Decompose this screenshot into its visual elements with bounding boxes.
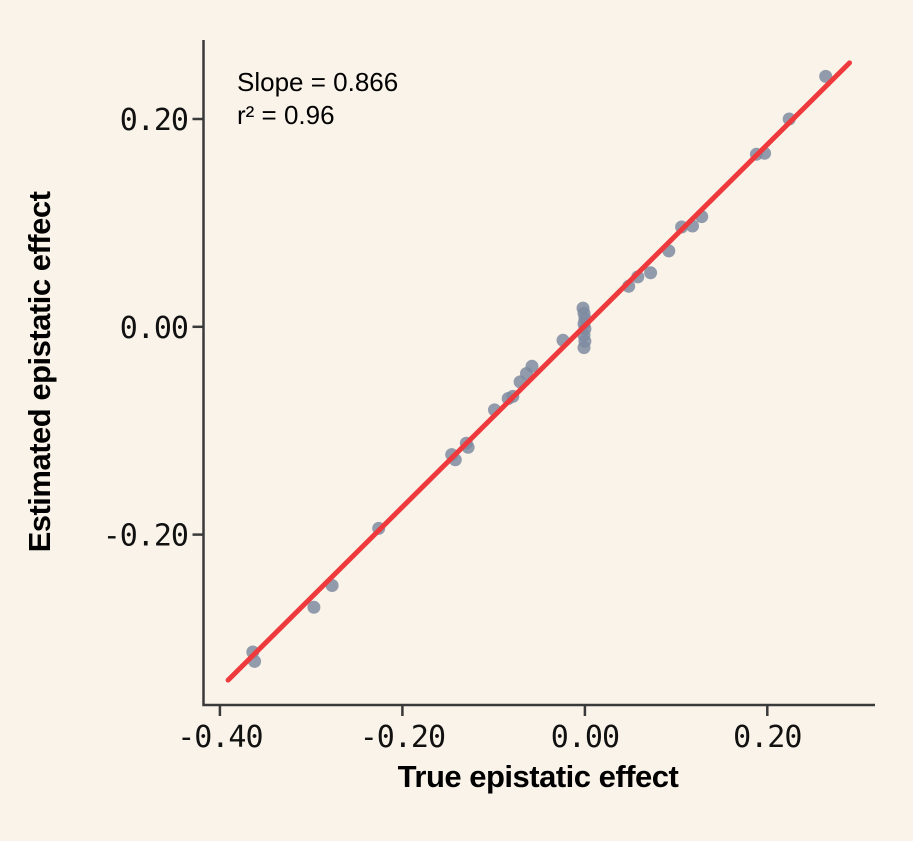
y-axis-tick-label: -0.20 <box>103 519 188 554</box>
x-axis-tick-label: -0.40 <box>177 720 262 755</box>
r-squared-annotation: r² = 0.96 <box>237 100 335 130</box>
axis-spine <box>202 40 875 707</box>
data-point <box>525 359 539 373</box>
fit-annotation: Slope = 0.866 r² = 0.96 <box>237 66 398 132</box>
data-point <box>577 341 591 355</box>
slope-annotation: Slope = 0.866 <box>237 67 399 97</box>
data-point <box>819 69 833 83</box>
data-point <box>307 600 321 614</box>
y-axis-title: Estimated epistatic effect <box>22 191 57 553</box>
x-axis-tick-label: 0.00 <box>551 720 619 755</box>
y-axis-tick-label: 0.20 <box>120 103 188 138</box>
y-axis-tick-label: 0.00 <box>120 311 188 346</box>
data-point <box>644 266 658 280</box>
x-axis-title: True epistatic effect <box>397 759 679 794</box>
regression-line <box>225 60 852 683</box>
x-axis-tick-label: 0.20 <box>733 720 801 755</box>
x-axis-tick-label: -0.20 <box>360 720 445 755</box>
